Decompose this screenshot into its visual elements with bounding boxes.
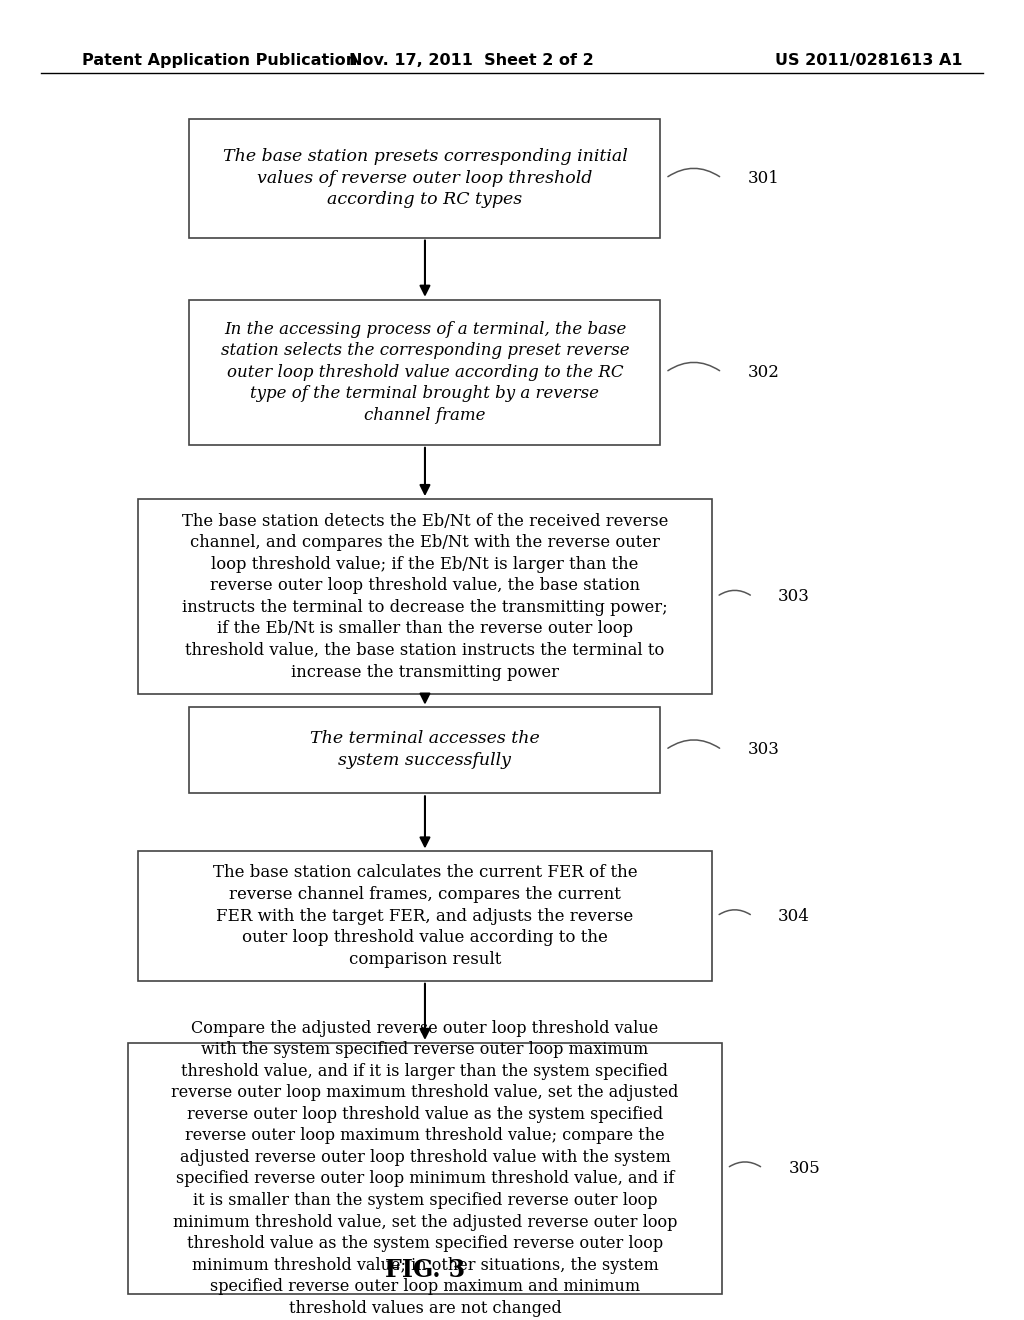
Text: FIG. 3: FIG. 3 — [385, 1258, 465, 1282]
FancyBboxPatch shape — [138, 499, 712, 694]
FancyBboxPatch shape — [128, 1043, 722, 1294]
Text: 303: 303 — [778, 589, 810, 605]
Text: 305: 305 — [788, 1160, 820, 1176]
Text: In the accessing process of a terminal, the base
station selects the correspondi: In the accessing process of a terminal, … — [220, 321, 630, 424]
FancyBboxPatch shape — [189, 119, 660, 238]
Text: Patent Application Publication: Patent Application Publication — [82, 53, 357, 69]
Text: 303: 303 — [748, 742, 779, 758]
FancyBboxPatch shape — [138, 851, 712, 981]
Text: The terminal accesses the
system successfully: The terminal accesses the system success… — [310, 730, 540, 770]
Text: Nov. 17, 2011  Sheet 2 of 2: Nov. 17, 2011 Sheet 2 of 2 — [348, 53, 594, 69]
Text: 302: 302 — [748, 364, 779, 380]
Text: The base station calculates the current FER of the
reverse channel frames, compa: The base station calculates the current … — [213, 865, 637, 968]
Text: The base station detects the Eb/Nt of the received reverse
channel, and compares: The base station detects the Eb/Nt of th… — [182, 512, 668, 681]
FancyBboxPatch shape — [189, 708, 660, 792]
Text: Compare the adjusted reverse outer loop threshold value
with the system specifie: Compare the adjusted reverse outer loop … — [171, 1019, 679, 1317]
Text: US 2011/0281613 A1: US 2011/0281613 A1 — [775, 53, 963, 69]
FancyBboxPatch shape — [189, 300, 660, 445]
Text: 304: 304 — [778, 908, 810, 924]
Text: 301: 301 — [748, 170, 779, 186]
Text: The base station presets corresponding initial
values of reverse outer loop thre: The base station presets corresponding i… — [222, 148, 628, 209]
